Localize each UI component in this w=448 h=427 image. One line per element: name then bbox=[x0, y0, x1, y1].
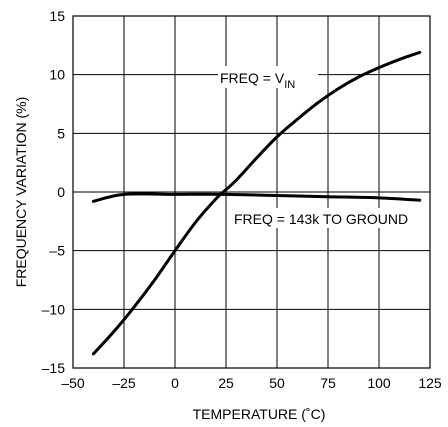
x-tick-label: 125 bbox=[418, 375, 442, 391]
y-tick-label: 5 bbox=[57, 125, 65, 141]
x-tick-label: 75 bbox=[320, 375, 336, 391]
series-freq-vin-line bbox=[91, 50, 422, 356]
annotation-freq-ground: FREQ = 143k TO GROUND bbox=[234, 211, 408, 227]
annotation-freq-vin: FREQ = VIN bbox=[220, 70, 295, 91]
grid bbox=[72, 15, 431, 369]
series-group bbox=[91, 50, 422, 356]
x-axis-title: TEMPERATURE (˚C) bbox=[193, 406, 326, 422]
y-axis-title: FREQUENCY VARIATION (%) bbox=[13, 97, 29, 288]
y-tick-label: 15 bbox=[49, 8, 65, 24]
x-tick-label: –50 bbox=[61, 375, 85, 391]
y-tick-label: –15 bbox=[42, 360, 66, 376]
x-tick-label: –25 bbox=[112, 375, 136, 391]
y-tick-label: 0 bbox=[57, 184, 65, 200]
y-tick-label: –5 bbox=[49, 243, 65, 259]
y-tick-label: –10 bbox=[42, 301, 66, 317]
x-tick-label: 25 bbox=[218, 375, 234, 391]
x-tick-label: 100 bbox=[367, 375, 391, 391]
annotation-bg-vin bbox=[218, 66, 318, 88]
x-tick-label: 0 bbox=[171, 375, 179, 391]
y-tick-label: 10 bbox=[49, 67, 65, 83]
annotation-freq-vin-main: FREQ = V bbox=[220, 70, 285, 86]
series-freq-ground-line bbox=[91, 192, 422, 203]
plot-frame bbox=[72, 15, 431, 369]
x-tick-label: 50 bbox=[269, 375, 285, 391]
annotation-bg-ground bbox=[232, 208, 428, 228]
annotation-freq-vin-subscript: IN bbox=[284, 79, 295, 91]
